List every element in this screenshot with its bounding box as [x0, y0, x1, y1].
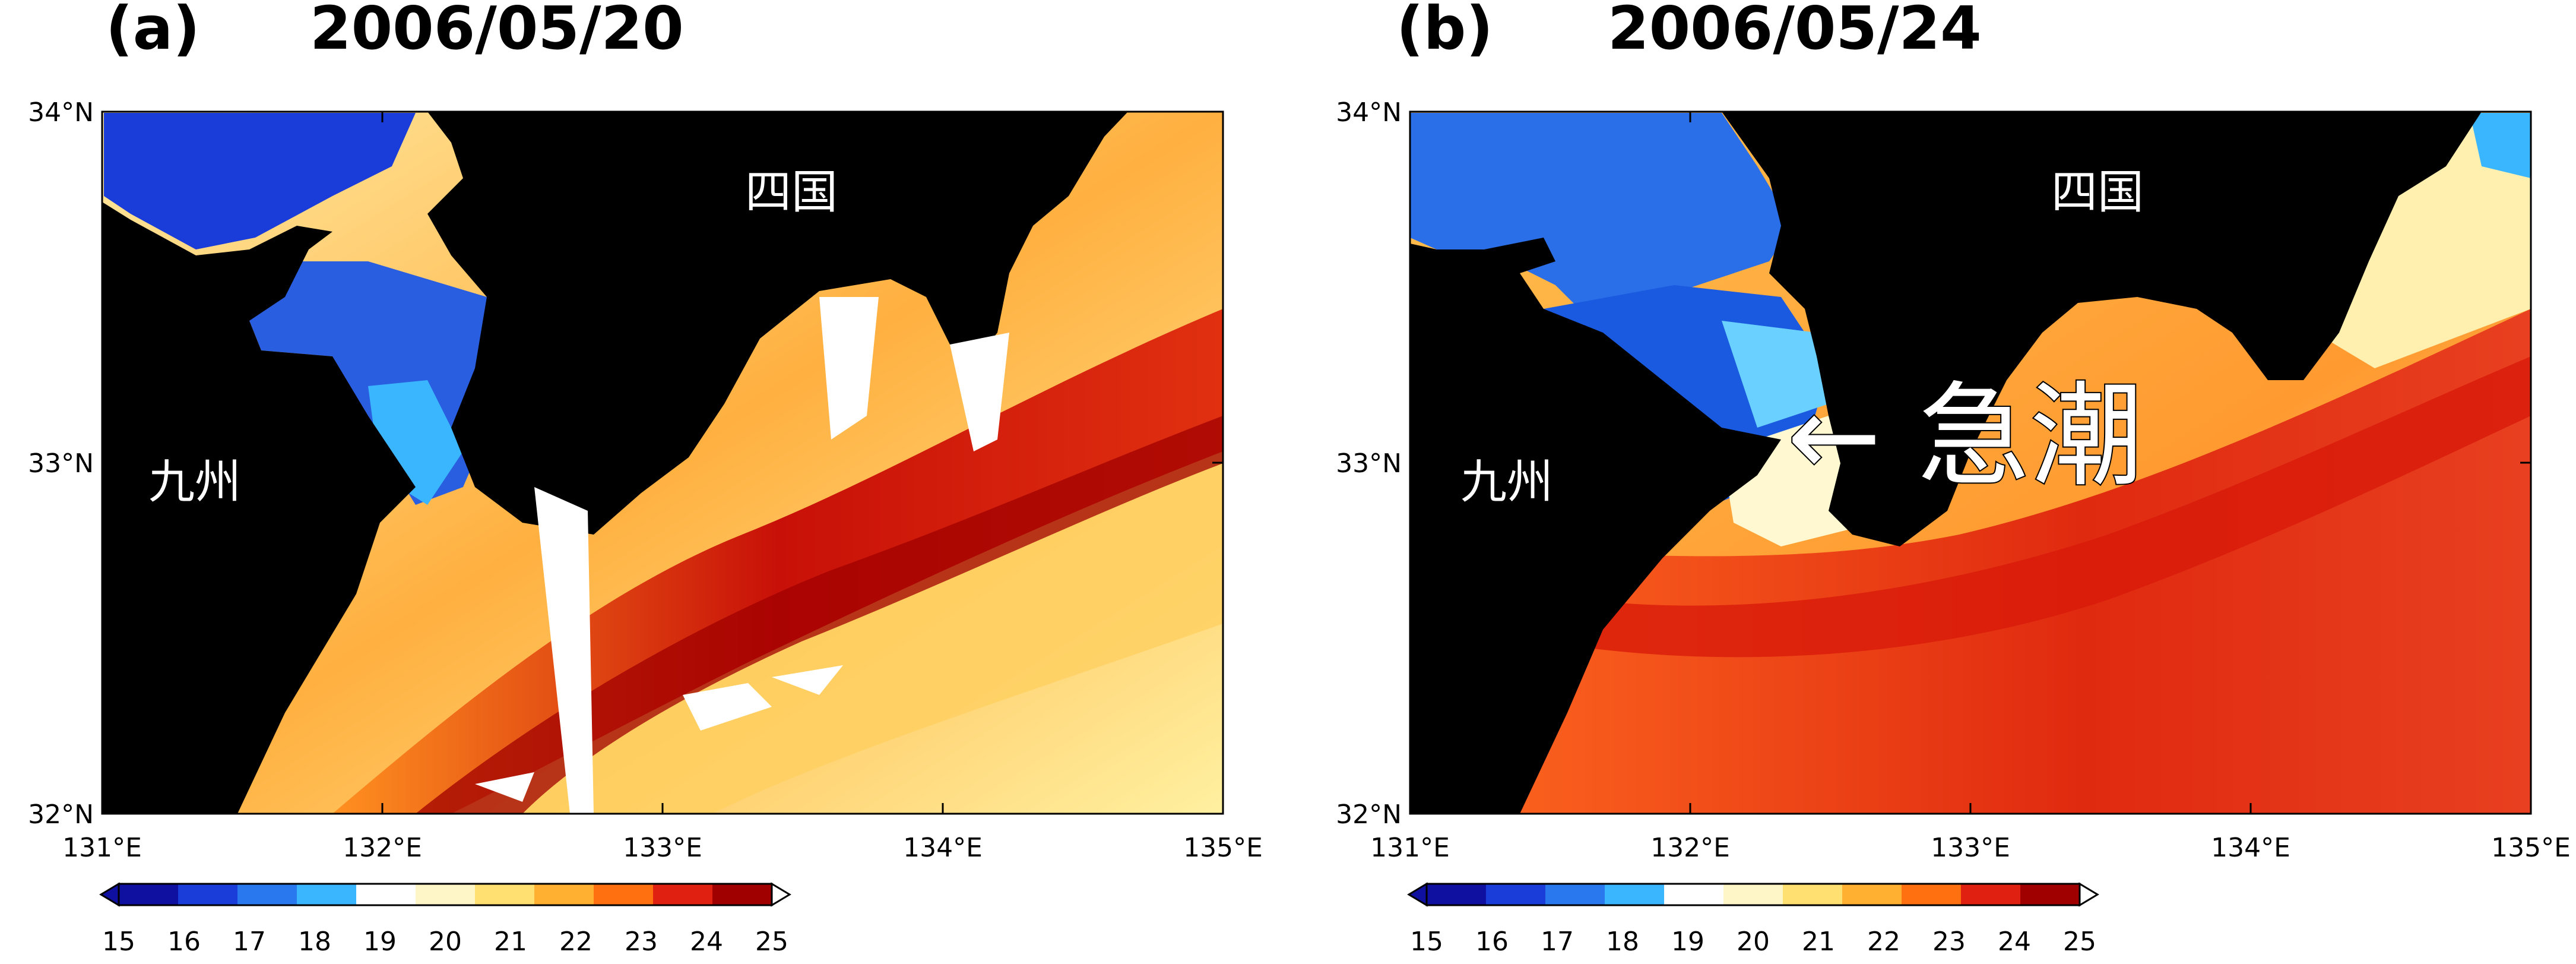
panel-b-kuroshio-core: [1544, 356, 2531, 658]
panel-b-land-shikoku: [1722, 112, 2482, 546]
panel-a-xtick-label: 132°E: [343, 833, 422, 863]
panel-a-land-kyushu: [102, 112, 416, 814]
panel-a-colorbar-tick-label: 18: [298, 927, 331, 957]
panel-b-cold-water-northeast: [2470, 113, 2531, 178]
panel-b-colorbar-tick-label: 16: [1475, 927, 1509, 957]
panel-b-colorbar-tick-label: 21: [1802, 927, 1835, 957]
panel-a-colorbar-tick-label: 20: [429, 927, 462, 957]
panel-b-date: 2006/05/24: [1608, 0, 1982, 63]
panel-a-colorbar-swatch: [237, 884, 297, 905]
panel-b-colorbar-swatch: [1723, 884, 1783, 905]
panel-b-colorbar-swatch: [1545, 884, 1605, 905]
panel-b-ytick-label: 32°N: [1336, 799, 1402, 830]
panel-b-colorbar-tick-label: 24: [1998, 927, 2031, 957]
panel-b-colorbar-tick-label: 17: [1541, 927, 1574, 957]
panel-b-colorbar-tick-label: 19: [1671, 927, 1704, 957]
panel-b-colorbar-low-arrow: [1407, 882, 1428, 907]
panel-a-xtick-label: 134°E: [903, 833, 983, 863]
panel-b-label-kyushu: 九州: [1460, 456, 1553, 509]
panel-b: (b) 2006/05/24 九州 四国 ← 急潮: [1396, 0, 2532, 815]
panel-a-label: (a): [106, 0, 200, 63]
panel-b-xtick-label: 133°E: [1931, 833, 2010, 863]
panel-a-cloud-patch-2: [950, 333, 1009, 451]
panel-b-colorbar-tick-label: 18: [1606, 927, 1639, 957]
panel-b-colorbar-tick-label: 20: [1737, 927, 1770, 957]
panel-a-colorbar-swatch: [416, 884, 476, 905]
panel-a: (a) 2006/05/20 九州 四国: [101, 0, 1224, 815]
panel-a-colorbar-low-arrow: [99, 882, 120, 907]
panel-b-ytick-label: 34°N: [1336, 97, 1402, 128]
panel-b-colorbar-high-arrow: [2078, 882, 2099, 907]
panel-a-cloud-fleck-3: [475, 772, 534, 802]
panel-a-kuroshio-core: [416, 416, 1223, 814]
panel-a-colorbar-tick-label: 24: [690, 927, 723, 957]
panel-a-colorbar-swatch: [594, 884, 654, 905]
panel-b-colorbar-tick-label: 23: [1932, 927, 1966, 957]
panel-a-colorbar-swatch: [653, 884, 713, 905]
panel-b-colorbar-swatch: [1961, 884, 2021, 905]
panel-a-colorbar-swatch: [475, 884, 535, 905]
panel-a-kuroshio-band: [332, 309, 1223, 814]
panel-b-colorbar-swatch: [1842, 884, 1902, 905]
panel-a-colorbar-tick-label: 16: [167, 927, 201, 957]
panel-a-label-kyushu: 九州: [148, 456, 241, 509]
panel-b-xtick-label: 132°E: [1650, 833, 1730, 863]
axes-layer: 131°E 132°E 133°E 134°E 135°E 34°N 33°N 32°N 15 1…: [28, 97, 2571, 957]
panel-a-date: 2006/05/20: [310, 0, 684, 63]
panel-a-colorbar-swatch: [534, 884, 594, 905]
panel-a-cloud-fleck-1: [683, 683, 772, 731]
panel-b-kyucho-annotation: ← 急潮: [1787, 371, 2143, 502]
panel-b-map: 九州 四国 ← 急潮: [1410, 112, 2531, 814]
panel-a-colorbar-swatch: [119, 884, 179, 905]
panel-b-colorbar-tick-label: 25: [2063, 927, 2096, 957]
panel-a-cloud-patch-1: [819, 297, 879, 440]
panel-a-cloud-strip: [534, 487, 594, 814]
panel-a-ytick-label: 33°N: [28, 448, 94, 479]
panel-b-colorbar-swatch: [1902, 884, 1962, 905]
panel-a-colorbar-tick-label: 15: [102, 927, 135, 957]
panel-b-colorbar-swatch: [2020, 884, 2080, 905]
panel-a-cloud-fleck-2: [772, 665, 843, 695]
panel-a-colorbar-swatch: [178, 884, 238, 905]
panel-b-colorbar-swatch: [1664, 884, 1724, 905]
panel-a-colorbar-tick-label: 21: [494, 927, 527, 957]
panel-a-colorbar-tick-label: 17: [233, 927, 266, 957]
panel-a-colorbar-tick-label: 22: [559, 927, 592, 957]
panel-b-ytick-label: 33°N: [1336, 448, 1402, 479]
panel-b-colorbar-swatch: [1427, 884, 1487, 905]
panel-b-colorbar-swatch: [1486, 884, 1546, 905]
panel-a-land-shikoku: [427, 112, 1128, 535]
panel-a-xtick-label: 131°E: [62, 833, 142, 863]
panel-b-cold-water-edge: [1722, 321, 1829, 428]
panel-a-colorbar-swatch: [356, 884, 416, 905]
panel-b-colorbar-frame: [1425, 883, 2081, 906]
panel-a-colorbar-swatch: [297, 884, 357, 905]
panel-a-colorbar-tick-label: 23: [625, 927, 658, 957]
panel-b-colorbar-tick-label: 22: [1867, 927, 1900, 957]
panel-a-xtick-label: 133°E: [623, 833, 702, 863]
panel-a-colorbar-tick-label: 19: [363, 927, 397, 957]
panel-b-xtick-label: 131°E: [1370, 833, 1450, 863]
panel-b-colorbar-swatch: [1783, 884, 1843, 905]
panel-a-ytick-label: 34°N: [28, 97, 94, 128]
panel-a-colorbar-tick-label: 25: [755, 927, 788, 957]
panel-b-kuroshio-band: [1410, 309, 2531, 814]
panel-b-land-kyushu: [1410, 112, 1781, 814]
panel-a-colorbar-high-arrow: [771, 882, 791, 907]
panel-a-label-shikoku: 四国: [745, 166, 838, 219]
panel-a-cold-water-north: [104, 113, 416, 249]
panel-b-label-shikoku: 四国: [2051, 166, 2144, 219]
panel-b-colorbar-tick-label: 15: [1410, 927, 1443, 957]
panel-a-ytick-label: 32°N: [28, 799, 94, 830]
panel-a-colorbar-swatch: [712, 884, 772, 905]
panel-b-label: (b): [1396, 0, 1493, 63]
panel-b-colorbar-swatch: [1605, 884, 1665, 905]
panel-a-xtick-label: 135°E: [1183, 833, 1263, 863]
panel-b-cold-water-north: [1410, 113, 1793, 333]
panel-a-colorbar-frame: [118, 883, 773, 906]
panel-a-map: 九州 四国: [102, 112, 1223, 814]
panel-b-xtick-label: 135°E: [2491, 833, 2571, 863]
panel-b-xtick-label: 134°E: [2211, 833, 2290, 863]
